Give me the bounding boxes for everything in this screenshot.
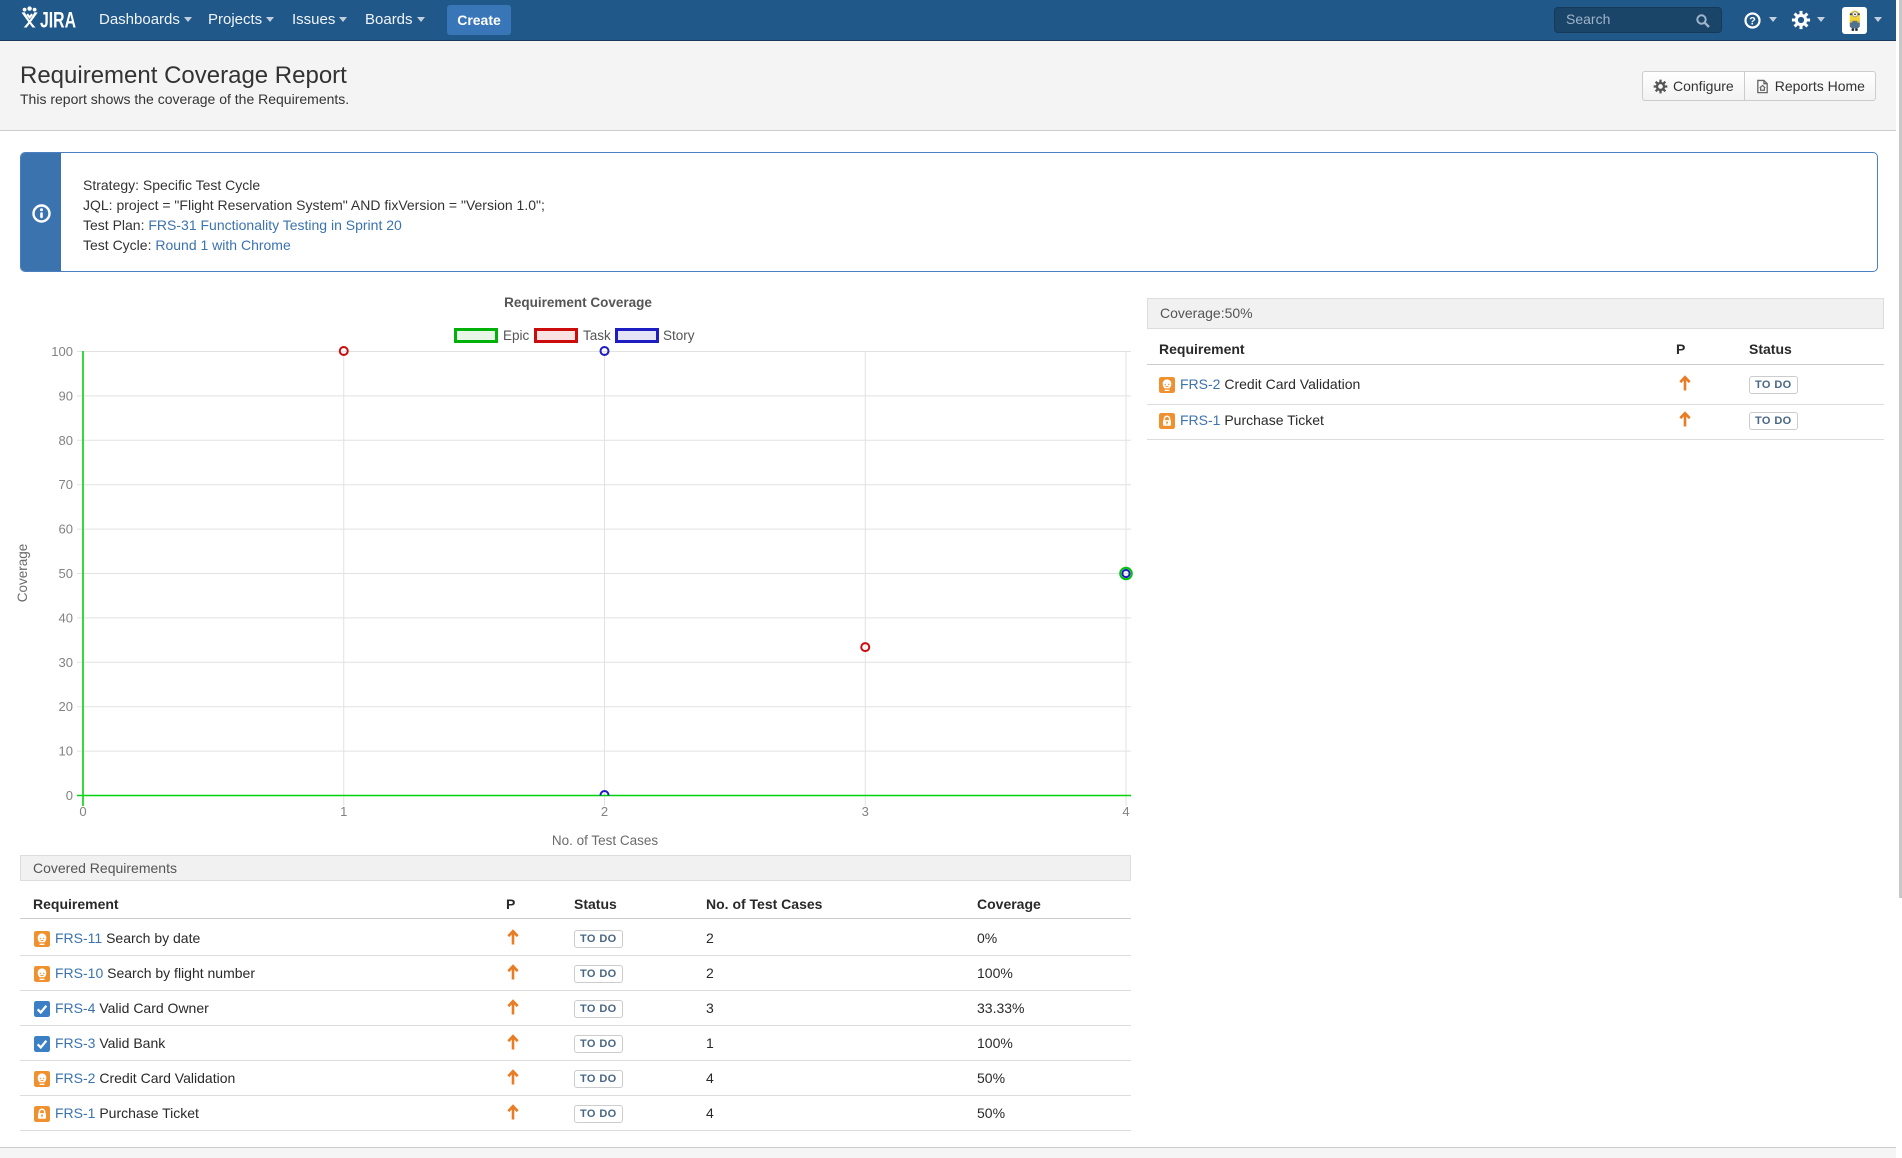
- svg-text:50: 50: [59, 566, 73, 581]
- svg-text:2: 2: [601, 804, 608, 819]
- svg-text:0: 0: [79, 804, 86, 819]
- svg-text:1: 1: [340, 804, 347, 819]
- svg-text:Coverage: Coverage: [15, 544, 30, 603]
- svg-text:90: 90: [59, 388, 73, 403]
- svg-text:40: 40: [59, 610, 73, 625]
- svg-text:3: 3: [862, 804, 869, 819]
- svg-text:30: 30: [59, 655, 73, 670]
- svg-text:JIRA: JIRA: [40, 8, 76, 33]
- svg-text:80: 80: [59, 433, 73, 448]
- svg-text:4: 4: [1122, 804, 1129, 819]
- svg-text:20: 20: [59, 699, 73, 714]
- svg-text:No. of Test Cases: No. of Test Cases: [552, 833, 659, 848]
- svg-text:10: 10: [59, 744, 73, 759]
- svg-text:70: 70: [59, 477, 73, 492]
- svg-text:Epic: Epic: [503, 328, 530, 343]
- svg-text:Story: Story: [663, 328, 695, 343]
- svg-text:100: 100: [51, 344, 73, 359]
- svg-text:Requirement Coverage: Requirement Coverage: [504, 295, 652, 310]
- svg-text:0: 0: [66, 788, 73, 803]
- svg-text:60: 60: [59, 522, 73, 537]
- svg-text:?: ?: [1749, 16, 1756, 28]
- svg-text:Task: Task: [583, 328, 611, 343]
